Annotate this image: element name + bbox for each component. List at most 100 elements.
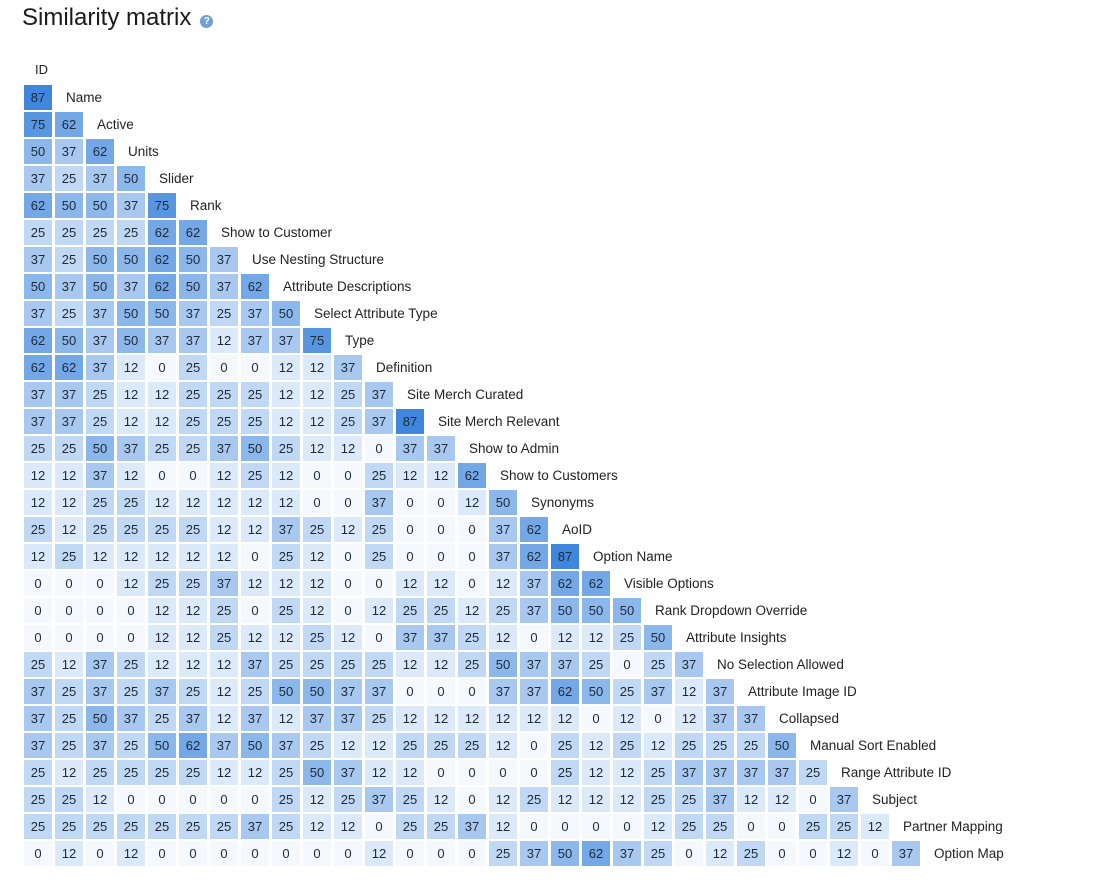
heatmap-cell: 12 (210, 517, 238, 542)
heatmap-cell: 25 (55, 679, 83, 704)
heatmap-cell: 12 (489, 787, 517, 812)
heatmap-cell: 0 (458, 571, 486, 596)
heatmap-cell: 50 (55, 193, 83, 218)
row-label: Rank (190, 198, 222, 213)
heatmap-cell: 25 (644, 652, 672, 677)
heatmap-cell: 25 (830, 814, 858, 839)
heatmap-cell: 12 (303, 409, 331, 434)
heatmap-cell: 0 (427, 841, 455, 866)
heatmap-cell: 37 (24, 166, 52, 191)
heatmap-cell: 12 (737, 787, 765, 812)
heatmap-cell: 37 (86, 301, 114, 326)
heatmap-cell: 0 (861, 841, 889, 866)
heatmap-cell: 12 (86, 787, 114, 812)
heatmap-cell: 75 (303, 328, 331, 353)
heatmap-cell: 12 (303, 544, 331, 569)
heatmap-cell: 12 (861, 814, 889, 839)
heatmap-cell: 25 (148, 517, 176, 542)
heatmap-cell: 12 (396, 463, 424, 488)
heatmap-cell: 12 (706, 841, 734, 866)
heatmap-cell: 12 (458, 490, 486, 515)
question-circle-icon[interactable]: ? (200, 14, 214, 28)
heatmap-cell: 37 (365, 382, 393, 407)
heatmap-cell: 50 (303, 679, 331, 704)
heatmap-cell: 37 (117, 706, 145, 731)
heatmap-cell: 37 (241, 301, 269, 326)
heatmap-cell: 0 (117, 625, 145, 650)
heatmap-cell: 12 (303, 571, 331, 596)
heatmap-cell: 37 (24, 733, 52, 758)
heatmap-cell: 0 (24, 625, 52, 650)
heatmap-cell: 25 (210, 409, 238, 434)
heatmap-cell: 25 (148, 571, 176, 596)
heatmap-cell: 50 (644, 625, 672, 650)
heatmap-cell: 25 (179, 436, 207, 461)
row-label: Show to Customer (221, 225, 333, 240)
row-label: Attribute Image ID (748, 684, 857, 699)
heatmap-cell: 37 (706, 760, 734, 785)
heatmap-cell: 0 (768, 814, 796, 839)
heatmap-cell: 37 (334, 760, 362, 785)
heatmap-cell: 50 (117, 166, 145, 191)
heatmap-cell: 37 (179, 328, 207, 353)
heatmap-cell: 25 (24, 436, 52, 461)
heatmap-cell: 25 (24, 220, 52, 245)
heatmap-cell: 25 (334, 787, 362, 812)
row-label: Visible Options (624, 576, 714, 591)
heatmap-cell: 25 (55, 814, 83, 839)
heatmap-cell: 25 (365, 652, 393, 677)
heatmap-cell: 0 (86, 625, 114, 650)
heatmap-cell: 12 (489, 814, 517, 839)
heatmap-cell: 12 (365, 733, 393, 758)
heatmap-cell: 12 (489, 733, 517, 758)
heatmap-cell: 0 (644, 706, 672, 731)
heatmap-cell: 12 (272, 355, 300, 380)
heatmap-cell: 25 (582, 652, 610, 677)
row-label: Active (97, 117, 134, 132)
heatmap-cell: 0 (241, 787, 269, 812)
heatmap-cell: 50 (303, 760, 331, 785)
heatmap-cell: 25 (117, 220, 145, 245)
heatmap-cell: 12 (148, 652, 176, 677)
heatmap-cell: 62 (24, 193, 52, 218)
heatmap-cell: 37 (334, 706, 362, 731)
heatmap-cell: 37 (365, 490, 393, 515)
heatmap-cell: 37 (489, 544, 517, 569)
heatmap-cell: 25 (427, 814, 455, 839)
heatmap-cell: 12 (24, 463, 52, 488)
heatmap-cell: 12 (241, 490, 269, 515)
heatmap-cell: 37 (365, 409, 393, 434)
heatmap-cell: 12 (489, 625, 517, 650)
heatmap-cell: 12 (613, 706, 641, 731)
heatmap-cell: 37 (489, 517, 517, 542)
heatmap-cell: 0 (179, 463, 207, 488)
heatmap-cell: 37 (55, 139, 83, 164)
heatmap-cell: 37 (210, 733, 238, 758)
heatmap-cell: 50 (148, 301, 176, 326)
heatmap-cell: 37 (241, 652, 269, 677)
heatmap-cell: 25 (148, 814, 176, 839)
heatmap-cell: 0 (334, 490, 362, 515)
heatmap-cell: 0 (768, 841, 796, 866)
heatmap-cell: 25 (148, 706, 176, 731)
heatmap-cell: 25 (179, 517, 207, 542)
heatmap-cell: 12 (396, 652, 424, 677)
heatmap-cell: 25 (613, 733, 641, 758)
heatmap-cell: 0 (613, 652, 641, 677)
heatmap-cell: 50 (24, 274, 52, 299)
heatmap-cell: 25 (117, 517, 145, 542)
heatmap-cell: 0 (148, 355, 176, 380)
heatmap-cell: 37 (55, 409, 83, 434)
heatmap-cell: 12 (303, 787, 331, 812)
heatmap-cell: 25 (613, 625, 641, 650)
heatmap-cell: 37 (737, 706, 765, 731)
heatmap-cell: 25 (117, 760, 145, 785)
heatmap-cell: 0 (520, 733, 548, 758)
heatmap-cell: 25 (427, 598, 455, 623)
heatmap-cell: 25 (241, 409, 269, 434)
heatmap-cell: 37 (24, 679, 52, 704)
heatmap-cell: 12 (86, 544, 114, 569)
heatmap-cell: 0 (613, 814, 641, 839)
heatmap-cell: 62 (551, 571, 579, 596)
heatmap-cell: 12 (303, 382, 331, 407)
